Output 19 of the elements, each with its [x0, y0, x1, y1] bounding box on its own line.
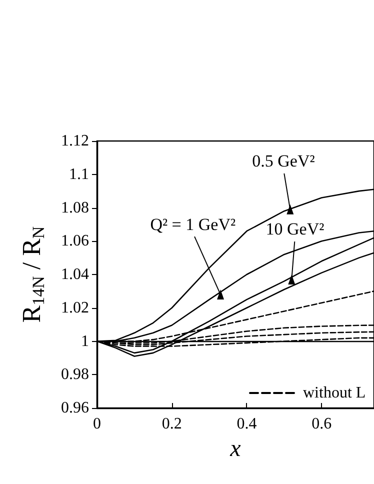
- y-tick-label: 1.12: [61, 132, 89, 150]
- y-tick-label: 0.96: [61, 400, 89, 416]
- y-tick-label: 1: [81, 332, 89, 350]
- y-tick-label: 1.06: [61, 232, 89, 250]
- x-axis-title: x: [229, 436, 242, 462]
- annotation: 0.5 GeV²: [252, 151, 315, 170]
- y-tick-label: 1.02: [61, 299, 89, 316]
- y-tick-label: 0.98: [61, 366, 89, 384]
- x-tick-label: 0.2: [162, 416, 182, 432]
- x-tick-label: 0.6: [312, 416, 332, 432]
- y-tick-label: 1.04: [61, 266, 89, 283]
- x-tick-label: 0.4: [236, 416, 257, 432]
- legend-label: without L: [303, 384, 366, 402]
- y-tick-label: 1.08: [61, 199, 89, 216]
- x-tick-label: 0: [93, 416, 101, 432]
- y-tick-label: 1.1: [69, 166, 89, 183]
- annotation: 10 GeV²: [266, 220, 324, 239]
- annotation: Q² = 1 GeV²: [150, 214, 236, 234]
- y-axis-title: R14N / RN: [17, 226, 48, 323]
